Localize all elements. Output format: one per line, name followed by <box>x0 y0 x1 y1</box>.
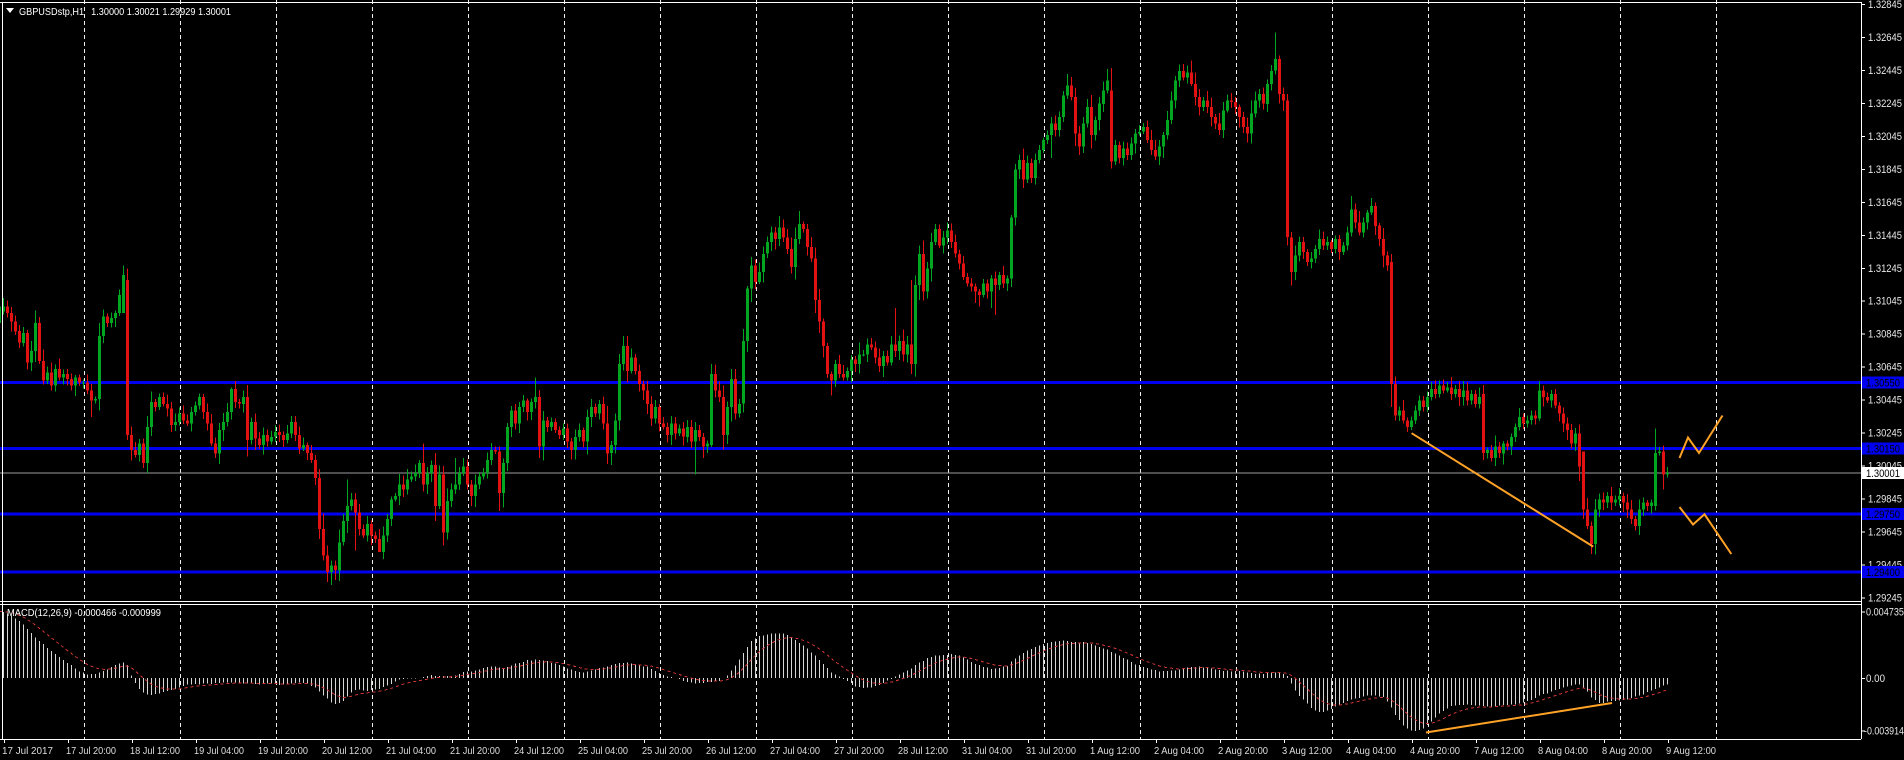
svg-text:18 Jul 12:00: 18 Jul 12:00 <box>130 746 180 757</box>
svg-text:-0.003914: -0.003914 <box>1864 726 1904 738</box>
svg-text:24 Jul 12:00: 24 Jul 12:00 <box>514 746 564 757</box>
svg-text:21 Jul 20:00: 21 Jul 20:00 <box>450 746 500 757</box>
svg-text:21 Jul 04:00: 21 Jul 04:00 <box>386 746 436 757</box>
svg-text:1.29645: 1.29645 <box>1868 527 1902 539</box>
svg-text:1.29400: 1.29400 <box>1866 567 1900 579</box>
svg-text:27 Jul 04:00: 27 Jul 04:00 <box>770 746 820 757</box>
svg-text:7 Aug 12:00: 7 Aug 12:00 <box>1474 746 1524 757</box>
svg-text:1.29750: 1.29750 <box>1866 509 1900 521</box>
svg-text:9 Aug 12:00: 9 Aug 12:00 <box>1666 746 1716 757</box>
svg-text:4 Aug 20:00: 4 Aug 20:00 <box>1410 746 1460 757</box>
svg-text:0.00: 0.00 <box>1866 673 1885 685</box>
svg-text:1.30001: 1.30001 <box>1866 468 1900 480</box>
svg-text:1.31645: 1.31645 <box>1868 197 1902 209</box>
svg-text:28 Jul 12:00: 28 Jul 12:00 <box>898 746 948 757</box>
svg-text:3 Aug 12:00: 3 Aug 12:00 <box>1282 746 1332 757</box>
svg-text:25 Jul 04:00: 25 Jul 04:00 <box>578 746 628 757</box>
svg-text:1.30150: 1.30150 <box>1866 443 1900 455</box>
svg-text:8 Aug 04:00: 8 Aug 04:00 <box>1538 746 1588 757</box>
svg-text:1.31445: 1.31445 <box>1868 230 1902 242</box>
svg-text:1.29245: 1.29245 <box>1868 593 1902 605</box>
svg-text:19 Jul 04:00: 19 Jul 04:00 <box>194 746 244 757</box>
svg-text:1.30550: 1.30550 <box>1866 377 1900 389</box>
svg-text:1.32445: 1.32445 <box>1868 65 1902 77</box>
svg-text:1.30445: 1.30445 <box>1868 395 1902 407</box>
svg-text:26 Jul 12:00: 26 Jul 12:00 <box>706 746 756 757</box>
svg-text:1.32245: 1.32245 <box>1868 98 1902 110</box>
svg-text:1.31045: 1.31045 <box>1868 296 1902 308</box>
svg-text:1.31845: 1.31845 <box>1868 164 1902 176</box>
svg-text:17 Jul 20:00: 17 Jul 20:00 <box>66 746 116 757</box>
svg-text:8 Aug 20:00: 8 Aug 20:00 <box>1602 746 1652 757</box>
svg-text:19 Jul 20:00: 19 Jul 20:00 <box>258 746 308 757</box>
svg-text:1.30645: 1.30645 <box>1868 362 1902 374</box>
svg-text:17 Jul 2017: 17 Jul 2017 <box>2 746 53 757</box>
svg-text:0.004735: 0.004735 <box>1866 607 1904 619</box>
svg-text:2 Aug 20:00: 2 Aug 20:00 <box>1218 746 1268 757</box>
svg-text:25 Jul 20:00: 25 Jul 20:00 <box>642 746 692 757</box>
svg-text:4 Aug 04:00: 4 Aug 04:00 <box>1346 746 1396 757</box>
svg-text:31 Jul 20:00: 31 Jul 20:00 <box>1026 746 1076 757</box>
svg-text:1.32845: 1.32845 <box>1868 0 1902 11</box>
svg-text:1.31245: 1.31245 <box>1868 263 1902 275</box>
svg-text:2 Aug 04:00: 2 Aug 04:00 <box>1154 746 1204 757</box>
svg-text:MACD(12,26,9) -0.000466 -0.000: MACD(12,26,9) -0.000466 -0.000999 <box>7 608 161 619</box>
svg-text:1.30845: 1.30845 <box>1868 329 1902 341</box>
svg-text:20 Jul 12:00: 20 Jul 12:00 <box>322 746 372 757</box>
svg-text:1.30245: 1.30245 <box>1868 428 1902 440</box>
svg-text:1.29845: 1.29845 <box>1868 494 1902 506</box>
svg-text:31 Jul 04:00: 31 Jul 04:00 <box>962 746 1012 757</box>
svg-text:27 Jul 20:00: 27 Jul 20:00 <box>834 746 884 757</box>
svg-text:1 Aug 12:00: 1 Aug 12:00 <box>1090 746 1140 757</box>
svg-text:1.32645: 1.32645 <box>1868 32 1902 44</box>
svg-text:1.32045: 1.32045 <box>1868 131 1902 143</box>
svg-text:GBPUSDstp,H1 1.30000 1.30021: GBPUSDstp,H1 1.30000 1.30021 1.29929 1.3… <box>19 7 231 18</box>
